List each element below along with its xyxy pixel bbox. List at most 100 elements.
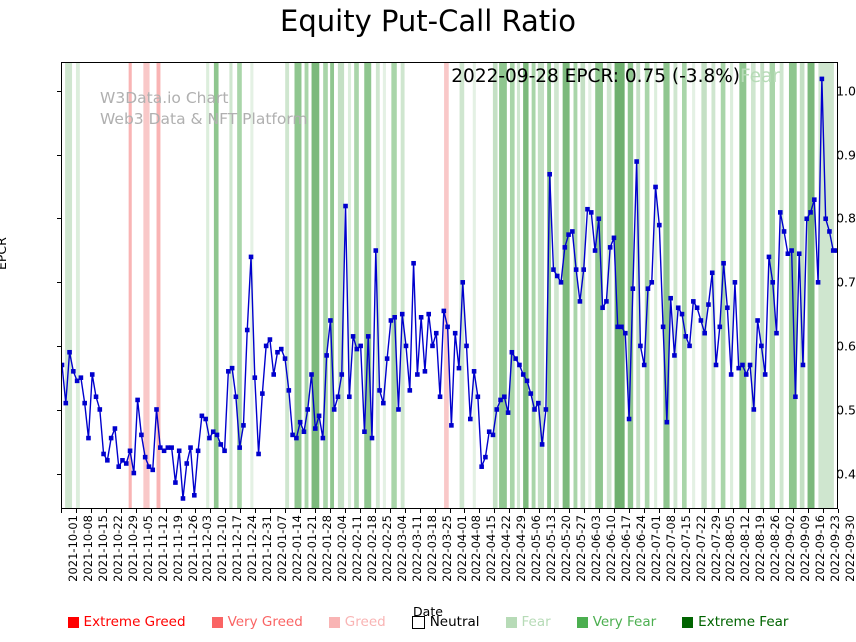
series-marker xyxy=(641,362,647,368)
sentiment-band xyxy=(472,63,476,508)
series-marker xyxy=(207,435,212,441)
sentiment-band xyxy=(818,63,834,508)
series-marker xyxy=(762,372,768,377)
series-marker xyxy=(728,372,734,377)
x-axis-tick-mark xyxy=(464,509,466,513)
y-axis-tick-mark xyxy=(57,346,61,348)
series-marker xyxy=(785,251,791,257)
x-axis-tick-mark xyxy=(315,509,317,513)
x-axis-tick-mark xyxy=(793,509,795,513)
series-marker xyxy=(596,216,602,222)
legend-label: Very Greed xyxy=(227,614,303,630)
series-marker xyxy=(638,343,643,349)
x-axis-tick-mark xyxy=(494,509,496,513)
series-marker xyxy=(195,448,201,454)
series-marker xyxy=(566,232,571,237)
series-marker xyxy=(263,343,269,349)
series-marker xyxy=(131,470,137,476)
x-axis-tick-mark xyxy=(225,509,227,513)
series-marker xyxy=(101,451,106,457)
series-marker xyxy=(437,394,443,400)
legend-item-very-greed[interactable]: Very Greed xyxy=(211,614,303,630)
x-axis-tick-label: 2022-09-09 xyxy=(798,515,813,582)
x-axis-tick-mark xyxy=(75,509,77,513)
x-axis-tick-label: 2022-02-04 xyxy=(334,515,349,582)
x-axis-tick-mark xyxy=(733,509,735,513)
legend-item-greed[interactable]: Greed xyxy=(328,614,386,630)
sentiment-band xyxy=(330,63,335,508)
x-axis-tick-label: 2022-06-03 xyxy=(588,515,603,582)
x-axis-tick-label: 2022-05-27 xyxy=(574,515,589,582)
x-axis-tick-label: 2021-11-12 xyxy=(155,515,170,582)
series-marker xyxy=(180,496,186,501)
series-marker xyxy=(619,324,624,330)
series-marker xyxy=(683,334,689,339)
x-axis-tick-mark xyxy=(703,509,705,513)
x-axis-tick-mark xyxy=(434,509,436,513)
x-axis-tick-mark xyxy=(748,509,750,513)
series-marker xyxy=(347,394,352,400)
series-marker xyxy=(362,429,367,435)
x-axis-tick-label: 2022-03-04 xyxy=(394,515,409,582)
series-marker xyxy=(732,280,738,285)
sentiment-band xyxy=(229,63,233,508)
series-marker xyxy=(89,372,95,377)
series-marker xyxy=(679,311,685,317)
legend-item-fear[interactable]: Fear xyxy=(505,614,551,630)
y-axis-tick-label: 0.7 xyxy=(836,274,856,290)
legend-swatch-icon xyxy=(505,616,517,628)
x-axis-tick-mark xyxy=(389,509,391,513)
series-marker xyxy=(498,397,503,403)
sentiment-band xyxy=(65,63,73,508)
series-marker xyxy=(694,305,700,311)
y-axis-tick-label: 0.6 xyxy=(836,338,856,354)
series-marker xyxy=(71,369,76,374)
series-marker xyxy=(766,254,772,260)
y-axis-tick-mark xyxy=(57,410,61,412)
legend-item-extreme-fear[interactable]: Extreme Fear xyxy=(682,614,788,630)
series-marker xyxy=(460,280,466,285)
x-axis-tick-label: 2021-10-08 xyxy=(80,515,95,582)
sentiment-band xyxy=(499,63,507,508)
legend-item-neutral[interactable]: Neutral xyxy=(411,614,480,630)
series-marker xyxy=(403,343,409,349)
x-axis-tick-label: 2022-04-22 xyxy=(499,515,514,582)
x-axis-tick-label: 2022-06-10 xyxy=(603,515,618,582)
series-marker xyxy=(770,280,776,285)
series-marker xyxy=(63,400,69,406)
series-marker xyxy=(823,216,828,222)
x-axis-tick-mark xyxy=(329,509,331,513)
series-marker xyxy=(808,210,813,215)
series-marker xyxy=(112,426,118,431)
series-marker xyxy=(301,429,307,435)
series-marker xyxy=(188,445,193,450)
x-axis-tick-label: 2022-02-18 xyxy=(364,515,379,582)
series-marker xyxy=(713,362,719,368)
x-axis-tick-label: 2022-06-17 xyxy=(618,515,633,582)
x-axis-tick-label: 2021-12-17 xyxy=(230,515,245,582)
series-marker xyxy=(698,318,704,323)
series-marker xyxy=(623,330,628,336)
series-marker xyxy=(123,461,129,466)
series-marker xyxy=(551,267,556,272)
annotation-sentiment: Fear xyxy=(740,66,780,87)
series-marker xyxy=(218,442,224,447)
sentiment-band xyxy=(354,63,359,508)
x-axis-tick-mark xyxy=(524,509,526,513)
x-axis-tick-label: 2022-07-29 xyxy=(708,515,723,582)
sentiment-band xyxy=(588,63,592,508)
legend-item-extreme-greed[interactable]: Extreme Greed xyxy=(67,614,186,630)
x-axis-tick-mark xyxy=(61,509,62,513)
series-marker xyxy=(381,400,386,406)
series-marker xyxy=(456,365,462,371)
y-axis-tick-mark xyxy=(57,90,61,92)
sentiment-band xyxy=(206,63,210,508)
series-marker xyxy=(781,229,787,234)
x-axis-tick-mark xyxy=(688,509,690,513)
x-axis-tick-label: 2021-12-24 xyxy=(245,515,260,582)
series-marker xyxy=(600,305,605,311)
legend-item-very-fear[interactable]: Very Fear xyxy=(576,614,656,630)
series-marker xyxy=(282,356,288,361)
x-axis-tick-mark xyxy=(255,509,257,513)
y-axis-tick-label: 0.5 xyxy=(836,402,856,418)
